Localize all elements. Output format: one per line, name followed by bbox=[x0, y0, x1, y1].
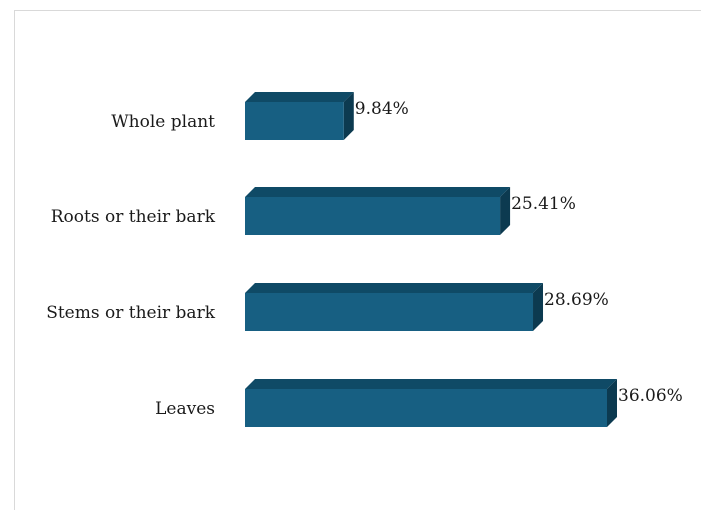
bar-top-face bbox=[245, 283, 544, 293]
labels-layer: Whole plant 9.84% Roots or their bark 25.41… bbox=[46, 99, 683, 419]
value-label: 9.84% bbox=[355, 99, 409, 119]
bar-side-face bbox=[343, 92, 354, 140]
bar-top-face bbox=[245, 92, 354, 102]
bar-side-face bbox=[607, 379, 617, 427]
bar-4 bbox=[245, 379, 617, 427]
category-label: Whole plant bbox=[111, 112, 215, 132]
value-label: 28.69% bbox=[544, 290, 609, 310]
bar-top-face bbox=[245, 379, 617, 389]
category-label: Roots or their bark bbox=[51, 207, 216, 227]
value-label: 36.06% bbox=[618, 386, 683, 406]
category-label: Leaves bbox=[155, 399, 215, 419]
value-label: 25.41% bbox=[511, 194, 576, 214]
bar-top-face bbox=[245, 187, 511, 197]
bar-chart: Whole plant 9.84% Roots or their bark 25.41… bbox=[46, 92, 683, 427]
bar-2 bbox=[245, 187, 511, 235]
category-label: Stems or their bark bbox=[46, 303, 216, 323]
bar-side-face bbox=[533, 283, 544, 331]
bar-3 bbox=[245, 283, 544, 331]
bar-front-face bbox=[245, 102, 344, 140]
bars-layer bbox=[245, 92, 617, 427]
bar-side-face bbox=[500, 187, 511, 235]
bar-front-face bbox=[245, 293, 534, 331]
bar-front-face bbox=[245, 389, 607, 427]
chart-frame bbox=[14, 10, 701, 510]
bar-1 bbox=[245, 92, 354, 140]
bar-front-face bbox=[245, 197, 501, 235]
